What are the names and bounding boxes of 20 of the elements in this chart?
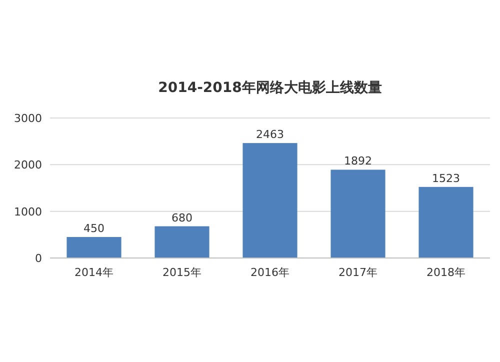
data-label: 2463 [256, 128, 284, 142]
bar [154, 226, 210, 258]
y-tick-label: 2000 [14, 158, 42, 172]
bar [330, 170, 386, 258]
y-tick-label: 0 [35, 252, 42, 265]
x-tick-label: 2014年 [74, 266, 114, 279]
bar [418, 186, 474, 258]
x-tick-label: 2018年 [426, 266, 466, 279]
data-label: 680 [172, 211, 192, 224]
x-tick-label: 2015年 [162, 266, 202, 279]
y-tick-label: 3000 [14, 112, 42, 125]
chart-title: 2014-2018年网络大电影上线数量 [158, 80, 382, 96]
y-tick-label: 1000 [14, 205, 42, 218]
data-label: 1523 [432, 172, 460, 185]
x-tick-label: 2017年 [338, 266, 378, 279]
data-label: 1892 [344, 154, 372, 168]
data-label: 450 [84, 222, 104, 235]
bar [66, 237, 122, 258]
x-tick-label: 2016年 [250, 266, 290, 279]
bar [242, 143, 298, 258]
